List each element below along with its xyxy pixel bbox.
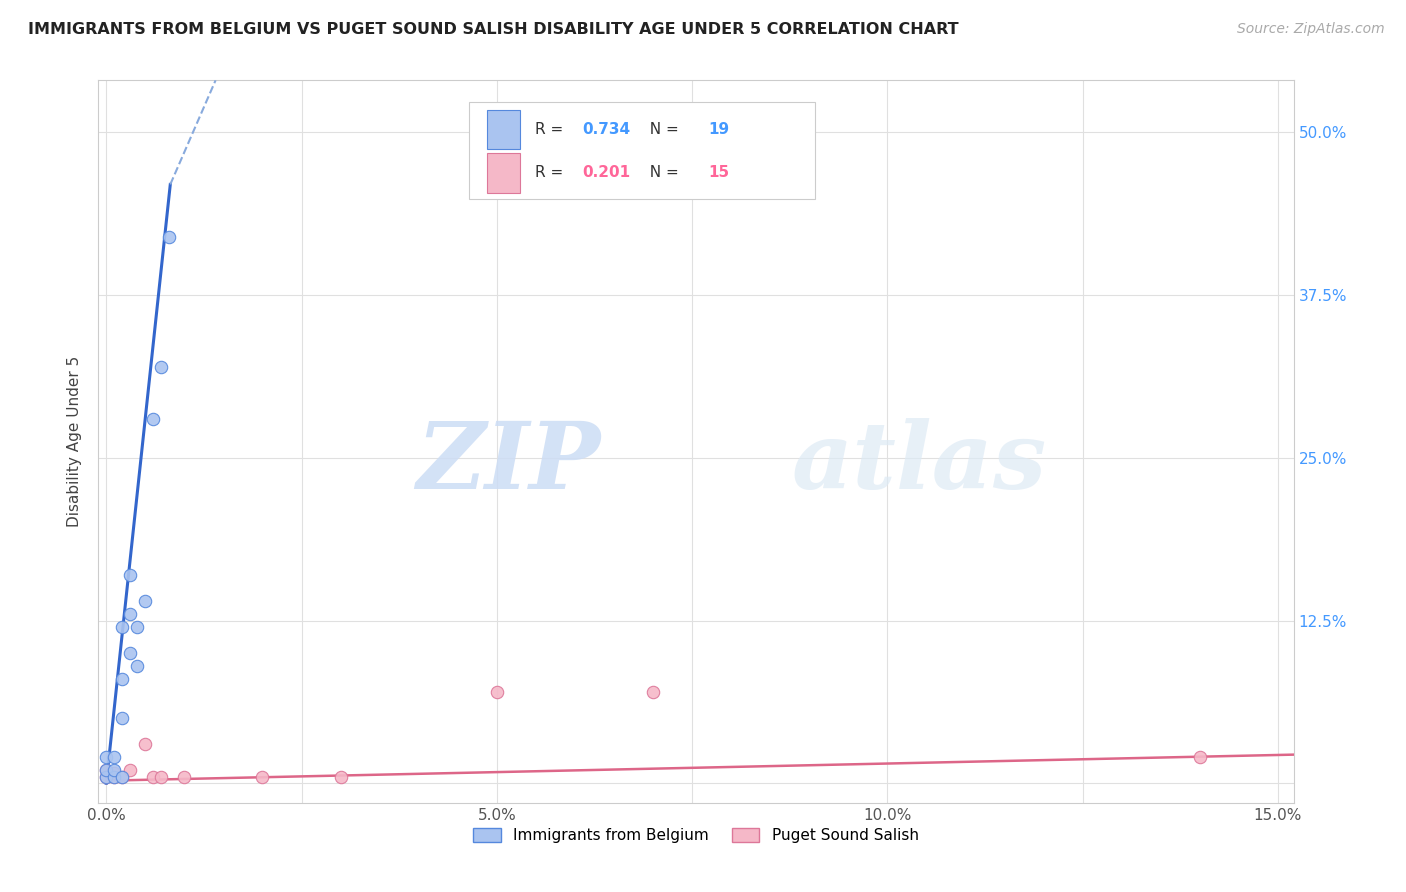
- FancyBboxPatch shape: [486, 110, 520, 149]
- Point: [103, 770, 125, 784]
- Point: [142, 411, 165, 425]
- Point: [96, 770, 118, 784]
- Point: [134, 737, 156, 751]
- Point: [1188, 750, 1211, 764]
- FancyBboxPatch shape: [486, 153, 520, 193]
- Point: [103, 750, 125, 764]
- Point: [111, 672, 134, 686]
- Point: [118, 764, 141, 778]
- Point: [103, 770, 125, 784]
- Text: 0.201: 0.201: [582, 165, 630, 180]
- Point: [96, 750, 118, 764]
- FancyBboxPatch shape: [470, 102, 815, 200]
- Text: Source: ZipAtlas.com: Source: ZipAtlas.com: [1237, 22, 1385, 37]
- Point: [96, 770, 118, 784]
- Point: [329, 770, 352, 784]
- Point: [127, 659, 149, 673]
- Point: [111, 620, 134, 634]
- Point: [157, 229, 180, 244]
- Point: [111, 770, 134, 784]
- Point: [96, 764, 118, 778]
- Point: [118, 568, 141, 582]
- Point: [111, 770, 134, 784]
- Text: N =: N =: [640, 165, 683, 180]
- Text: R =: R =: [534, 122, 568, 136]
- Point: [96, 764, 118, 778]
- Y-axis label: Disability Age Under 5: Disability Age Under 5: [67, 356, 83, 527]
- Point: [641, 685, 664, 699]
- Text: 15: 15: [709, 165, 730, 180]
- Text: 19: 19: [709, 122, 730, 136]
- Point: [103, 764, 125, 778]
- Text: atlas: atlas: [792, 418, 1047, 508]
- Point: [111, 711, 134, 725]
- Point: [134, 594, 156, 608]
- Text: N =: N =: [640, 122, 683, 136]
- Point: [142, 770, 165, 784]
- Point: [127, 620, 149, 634]
- Text: ZIP: ZIP: [416, 418, 600, 508]
- Point: [118, 607, 141, 621]
- Point: [149, 359, 172, 374]
- Legend: Immigrants from Belgium, Puget Sound Salish: Immigrants from Belgium, Puget Sound Sal…: [467, 822, 925, 849]
- Point: [173, 770, 195, 784]
- Point: [103, 765, 125, 780]
- Point: [149, 770, 172, 784]
- Text: IMMIGRANTS FROM BELGIUM VS PUGET SOUND SALISH DISABILITY AGE UNDER 5 CORRELATION: IMMIGRANTS FROM BELGIUM VS PUGET SOUND S…: [28, 22, 959, 37]
- Point: [252, 770, 274, 784]
- Point: [118, 646, 141, 660]
- Text: R =: R =: [534, 165, 568, 180]
- Point: [485, 685, 508, 699]
- Text: 0.734: 0.734: [582, 122, 630, 136]
